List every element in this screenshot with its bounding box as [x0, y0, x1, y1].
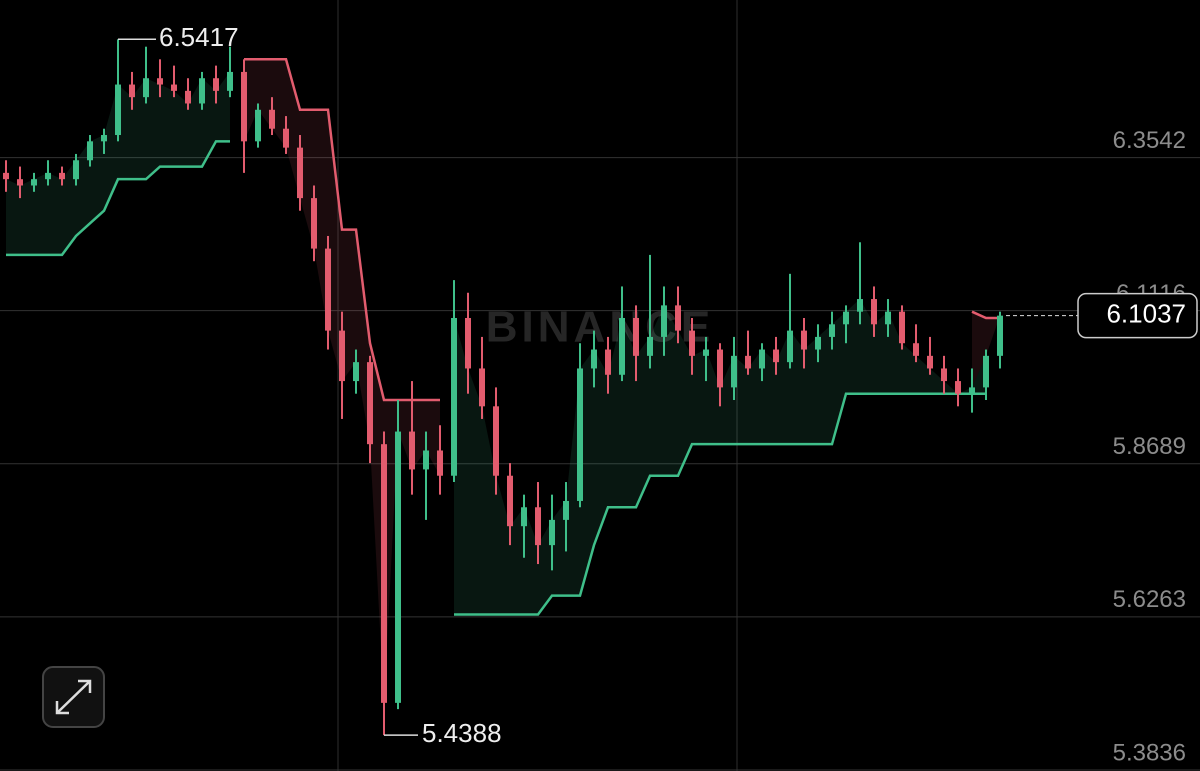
y-tick-label: 5.6263: [1113, 586, 1186, 613]
candle-body: [941, 368, 947, 382]
candle-body: [857, 299, 863, 312]
trend-line: [6, 140, 986, 616]
candle-body: [479, 368, 485, 407]
candle-body: [647, 336, 653, 356]
candle-body: [745, 355, 751, 369]
candle-body: [185, 90, 191, 104]
candle-body: [31, 179, 37, 186]
candle-body: [983, 355, 989, 388]
candle-body: [437, 450, 443, 476]
candle-body: [45, 172, 51, 180]
candle-body: [577, 368, 583, 501]
high-label: 6.5417: [159, 22, 239, 52]
candle-body: [311, 198, 317, 249]
candle-body: [409, 431, 415, 470]
expand-button[interactable]: [42, 666, 105, 728]
candle-body: [997, 315, 1003, 356]
candle-body: [17, 179, 23, 186]
candle-body: [297, 147, 303, 199]
candle-body: [199, 78, 205, 104]
y-tick-label: 6.3542: [1113, 127, 1186, 154]
candle-body: [87, 141, 93, 161]
candle-body: [549, 519, 555, 546]
trend-fill: [244, 59, 440, 703]
candle-body: [563, 500, 569, 520]
candle-body: [241, 71, 247, 142]
candle-body: [703, 349, 709, 356]
candle-body: [269, 109, 275, 129]
candle-body: [367, 362, 373, 445]
candle-body: [171, 84, 177, 91]
candle-body: [773, 349, 779, 363]
trend-fill: [454, 299, 986, 615]
last-price-box: [1077, 292, 1198, 339]
candle-body: [535, 507, 541, 546]
candle-body: [129, 84, 135, 98]
candle-body: [157, 78, 163, 85]
candle-body: [423, 450, 429, 470]
candle-body: [801, 330, 807, 350]
candle-body: [815, 336, 821, 350]
candle-body: [115, 84, 121, 136]
candle-body: [633, 317, 639, 356]
candle-body: [465, 317, 471, 369]
trend-fill: [6, 71, 230, 255]
candle-body: [73, 160, 79, 180]
candle-body: [507, 475, 513, 527]
candle-body: [3, 172, 9, 180]
candle-body: [885, 311, 891, 325]
candle-body: [731, 355, 737, 388]
candle-body: [395, 431, 401, 703]
candle-body: [871, 299, 877, 325]
candle-body: [955, 381, 961, 394]
candle-body: [899, 311, 905, 344]
candle-body: [661, 305, 667, 337]
candle-body: [143, 78, 149, 98]
candle-body: [493, 406, 499, 476]
candle-body: [927, 355, 933, 369]
candle-body: [913, 343, 919, 356]
y-tick-label: 5.3836: [1113, 739, 1186, 766]
candle-body: [619, 317, 625, 375]
candle-body: [843, 311, 849, 325]
y-tick-label: 5.8689: [1113, 433, 1186, 460]
candle-body: [451, 317, 457, 476]
candle-body: [759, 349, 765, 369]
candle-body: [353, 362, 359, 382]
candle-body: [521, 507, 527, 527]
candle-body: [213, 78, 219, 91]
candle-body: [227, 71, 233, 91]
candle-body: [591, 349, 597, 369]
candle-body: [59, 172, 65, 180]
expand-icon[interactable]: [55, 679, 92, 715]
candle-body: [675, 305, 681, 331]
candle-body: [101, 135, 107, 142]
candle-body: [969, 387, 975, 394]
candle-body: [689, 330, 695, 356]
candle-body: [255, 109, 261, 142]
candle-body: [339, 330, 345, 382]
trend-fill: [972, 311, 1000, 388]
candle-body: [605, 349, 611, 375]
trend-line: [244, 58, 1000, 402]
last-price-label: 6.1037: [1106, 299, 1186, 329]
candle-body: [787, 330, 793, 363]
candle-body: [381, 444, 387, 703]
candle-body: [717, 349, 723, 388]
candle-body: [829, 324, 835, 337]
low-label: 5.4388: [422, 718, 502, 748]
candle-body: [283, 128, 289, 148]
candle-body: [325, 248, 331, 331]
